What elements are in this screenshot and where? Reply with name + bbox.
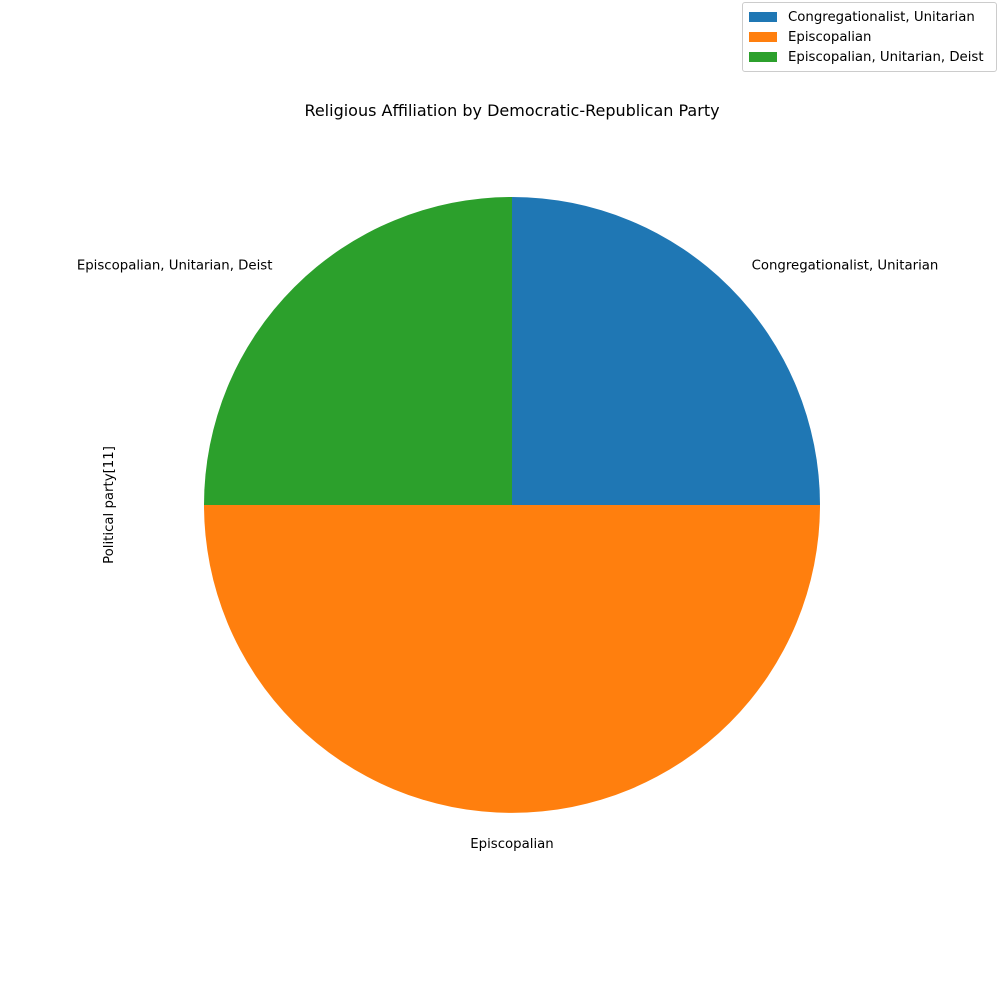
legend: Congregationalist, Unitarian Episcopalia… bbox=[742, 2, 997, 72]
legend-swatch bbox=[749, 32, 777, 42]
legend-label: Congregationalist, Unitarian bbox=[788, 9, 975, 25]
pie-slices bbox=[204, 197, 820, 813]
legend-label: Episcopalian bbox=[788, 29, 872, 45]
slice-label: Congregationalist, Unitarian bbox=[752, 258, 939, 273]
slice-label: Episcopalian, Unitarian, Deist bbox=[77, 258, 273, 273]
pie-slice bbox=[204, 197, 512, 505]
legend-label: Episcopalian, Unitarian, Deist bbox=[788, 49, 984, 65]
legend-swatch bbox=[749, 12, 777, 22]
legend-swatch bbox=[749, 52, 777, 62]
pie-labels: Congregationalist, Unitarian Episcopalian… bbox=[77, 258, 939, 851]
chart-title: Religious Affiliation by Democratic-Repu… bbox=[304, 101, 719, 120]
y-axis-label: Political party[11] bbox=[102, 446, 117, 564]
legend-item: Episcopalian bbox=[749, 27, 990, 47]
legend-item: Episcopalian, Unitarian, Deist bbox=[749, 47, 990, 67]
pie-slice bbox=[204, 505, 820, 813]
slice-label: Episcopalian bbox=[470, 837, 553, 852]
pie-slice bbox=[512, 197, 820, 505]
legend-item: Congregationalist, Unitarian bbox=[749, 7, 990, 27]
